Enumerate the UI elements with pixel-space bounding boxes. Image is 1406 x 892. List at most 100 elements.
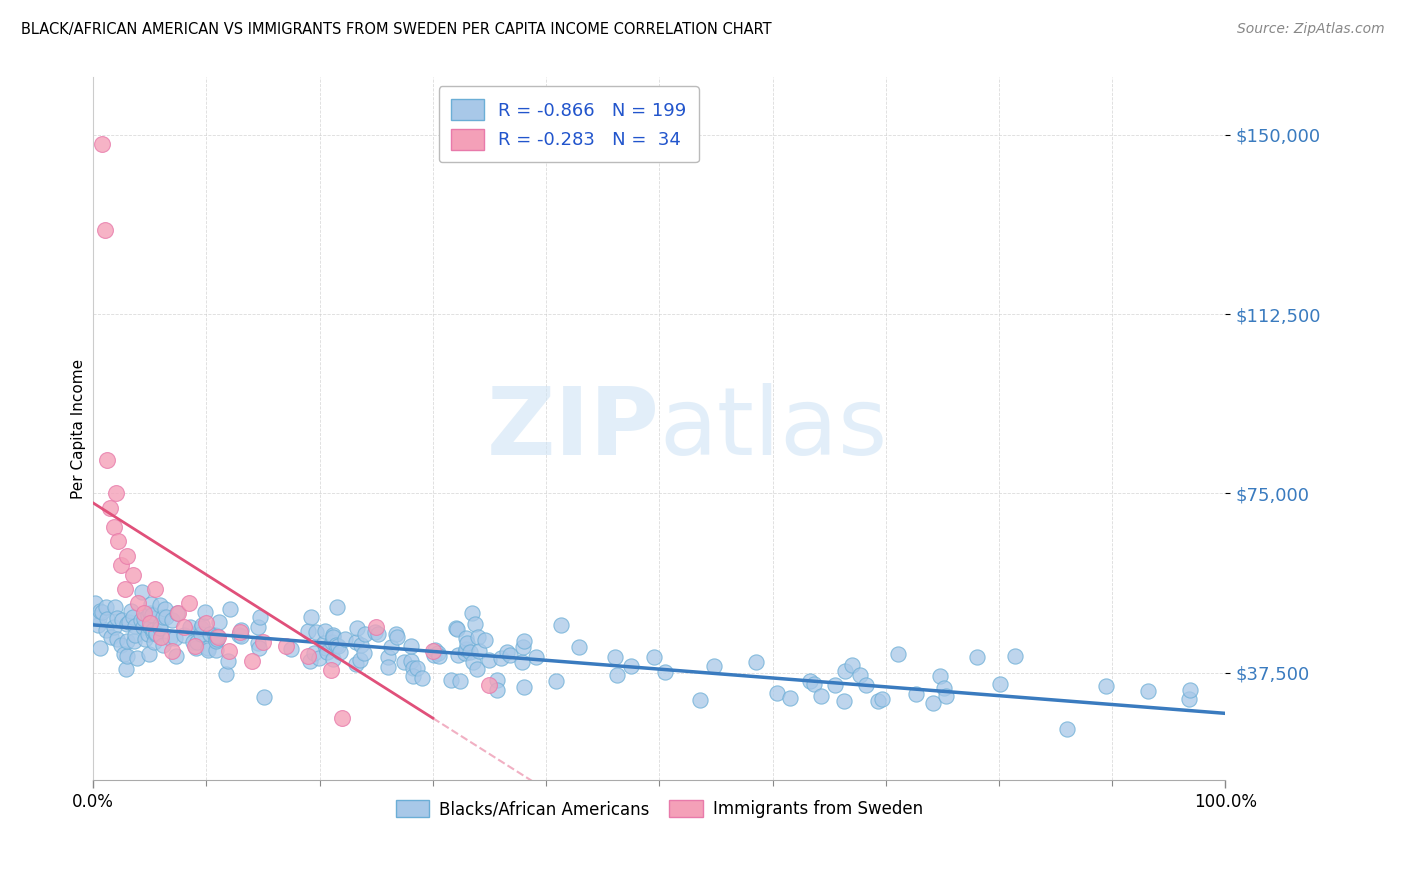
Point	[402, 669, 425, 683]
Point	[841, 658, 863, 673]
Point	[824, 678, 846, 692]
Point	[205, 629, 228, 643]
Point	[252, 634, 274, 648]
Point	[173, 628, 195, 642]
Point	[467, 630, 489, 644]
Point	[197, 643, 219, 657]
Point	[427, 646, 450, 660]
Point	[110, 558, 132, 573]
Point	[117, 633, 139, 648]
Point	[253, 690, 276, 705]
Point	[127, 596, 149, 610]
Point	[832, 694, 855, 708]
Point	[550, 618, 572, 632]
Point	[184, 640, 207, 654]
Point	[247, 620, 270, 634]
Point	[96, 612, 118, 626]
Point	[228, 628, 250, 642]
Point	[121, 610, 143, 624]
Point	[513, 633, 536, 648]
Point	[766, 686, 789, 700]
Point	[353, 627, 375, 641]
Point	[149, 621, 172, 635]
Point	[353, 646, 375, 660]
Point	[330, 711, 353, 725]
Point	[195, 615, 218, 630]
Point	[134, 606, 156, 620]
Point	[402, 661, 425, 675]
Point	[406, 661, 429, 675]
Point	[344, 634, 367, 648]
Point	[229, 629, 252, 643]
Point	[932, 681, 955, 696]
Point	[465, 662, 488, 676]
Point	[124, 628, 146, 642]
Point	[100, 630, 122, 644]
Point	[115, 649, 138, 664]
Point	[205, 634, 228, 648]
Point	[145, 582, 167, 596]
Point	[125, 651, 148, 665]
Point	[229, 625, 252, 640]
Point	[91, 137, 114, 152]
Point	[198, 627, 221, 641]
Point	[834, 664, 856, 678]
Point	[142, 623, 165, 637]
Point	[297, 648, 319, 663]
Point	[204, 628, 226, 642]
Point	[447, 648, 470, 663]
Point	[1004, 648, 1026, 663]
Point	[149, 618, 172, 632]
Point	[344, 657, 367, 672]
Point	[205, 632, 228, 646]
Point	[114, 582, 136, 596]
Point	[1180, 682, 1202, 697]
Point	[855, 677, 877, 691]
Point	[620, 659, 643, 673]
Point	[314, 636, 336, 650]
Point	[422, 644, 444, 658]
Text: atlas: atlas	[659, 383, 887, 475]
Point	[513, 681, 536, 695]
Point	[454, 646, 477, 660]
Point	[568, 640, 591, 654]
Point	[136, 627, 159, 641]
Point	[124, 634, 146, 648]
Point	[346, 621, 368, 635]
Point	[486, 683, 509, 698]
Point	[449, 674, 471, 689]
Point	[190, 626, 212, 640]
Point	[229, 624, 252, 638]
Point	[183, 635, 205, 649]
Point	[886, 647, 908, 661]
Point	[745, 655, 768, 669]
Point	[350, 638, 373, 652]
Point	[207, 630, 229, 644]
Point	[118, 615, 141, 629]
Y-axis label: Per Capita Income: Per Capita Income	[72, 359, 86, 499]
Point	[464, 617, 486, 632]
Point	[1095, 679, 1118, 693]
Point	[385, 626, 408, 640]
Point	[299, 654, 322, 668]
Point	[139, 597, 162, 611]
Point	[84, 611, 107, 625]
Point	[84, 596, 107, 610]
Point	[394, 655, 416, 669]
Point	[110, 638, 132, 652]
Point	[112, 647, 135, 661]
Point	[91, 605, 114, 619]
Point	[145, 625, 167, 640]
Point	[463, 655, 485, 669]
Point	[399, 654, 422, 668]
Point	[186, 635, 208, 649]
Point	[461, 606, 484, 620]
Point	[240, 654, 263, 668]
Point	[111, 613, 134, 627]
Point	[1177, 692, 1199, 706]
Point	[167, 606, 190, 620]
Point	[988, 676, 1011, 690]
Point	[643, 650, 665, 665]
Point	[380, 640, 402, 654]
Point	[512, 640, 534, 654]
